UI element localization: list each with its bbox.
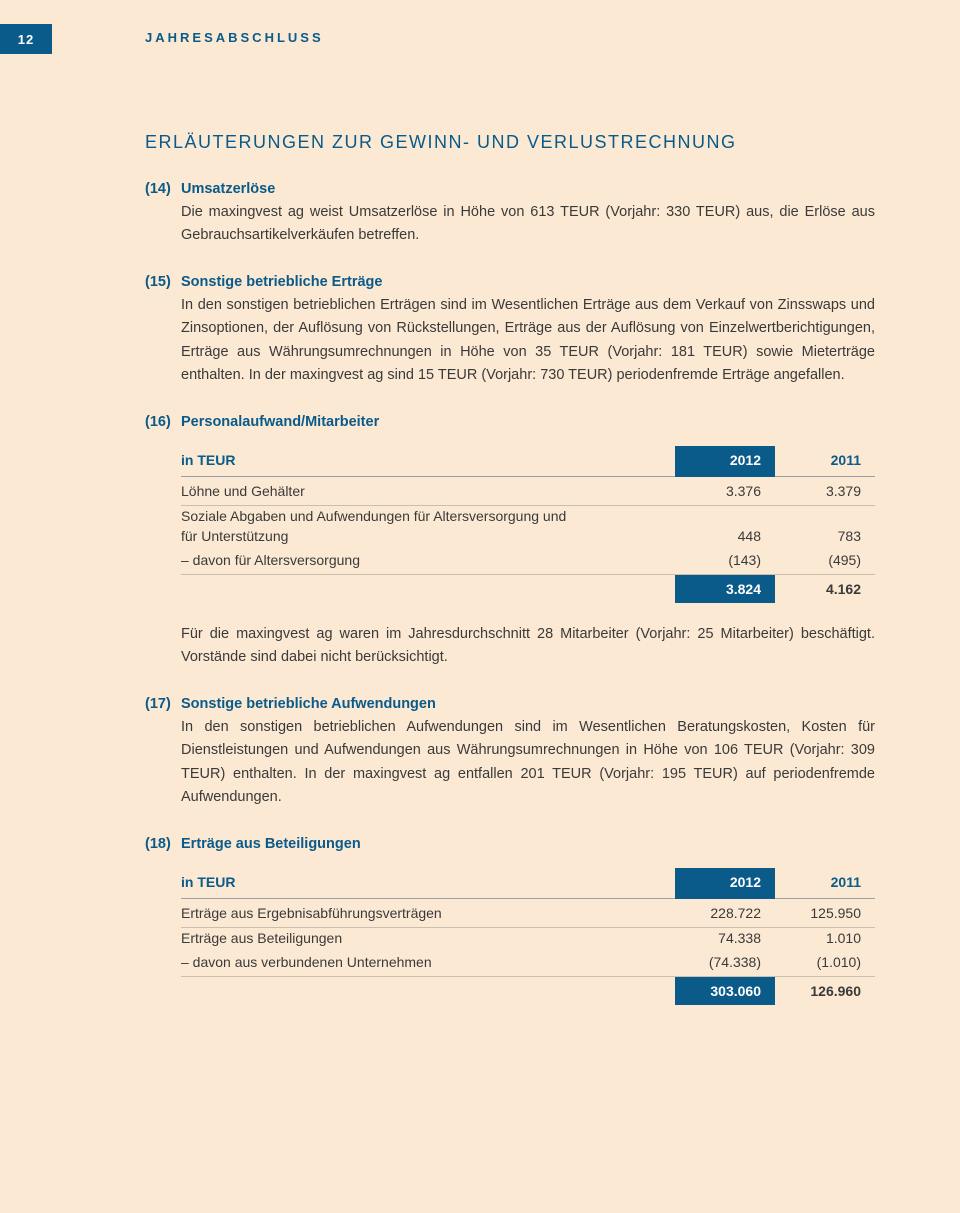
cell-label: Erträge aus Beteiligungen (181, 927, 675, 948)
page-content: ERLÄUTERUNGEN ZUR GEWINN- UND VERLUSTREC… (145, 132, 875, 1031)
table-row: – davon aus verbundenen Unternehmen (74.… (181, 948, 875, 977)
table-total-row: 303.060 126.960 (181, 976, 875, 1005)
cell-value: (143) (675, 546, 775, 575)
section-number: (16) (145, 414, 181, 434)
table-total-row: 3.824 4.162 (181, 574, 875, 603)
cell-label: – davon aus verbundenen Unternehmen (181, 948, 675, 977)
cell-label (181, 574, 675, 603)
table-row: – davon für Altersversorgung (143) (495) (181, 546, 875, 575)
section-title: Sonstige betriebliche Erträge (181, 274, 875, 290)
cell-value (775, 505, 875, 526)
cell-label: Löhne und Gehälter (181, 476, 675, 505)
cell-total: 3.824 (675, 574, 775, 603)
section-body: Die maxingvest ag weist Umsatzerlöse in … (181, 201, 875, 248)
cell-value (675, 505, 775, 526)
cell-value: 228.722 (675, 898, 775, 927)
investments-table: in TEUR 2012 2011 Erträge aus Ergebnisab… (181, 868, 875, 1005)
section-body: In den sonstigen betrieblichen Aufwendun… (181, 716, 875, 810)
main-heading: ERLÄUTERUNGEN ZUR GEWINN- UND VERLUSTREC… (145, 132, 875, 153)
cell-value: 1.010 (775, 927, 875, 948)
section-15: (15) Sonstige betriebliche Erträge In de… (145, 274, 875, 388)
section-title: Sonstige betriebliche Aufwendungen (181, 696, 875, 712)
cell-value: 3.379 (775, 476, 875, 505)
section-title: Personalaufwand/Mitarbeiter (181, 414, 875, 430)
cell-total: 126.960 (775, 976, 875, 1005)
table-header-year1: 2012 (675, 868, 775, 899)
cell-value: 448 (675, 526, 775, 546)
cell-value: (495) (775, 546, 875, 575)
cell-total: 303.060 (675, 976, 775, 1005)
cell-value: 783 (775, 526, 875, 546)
section-number: (14) (145, 181, 181, 248)
cell-label: Soziale Abgaben und Aufwendungen für Alt… (181, 505, 675, 526)
section-14: (14) Umsatzerlöse Die maxingvest ag weis… (145, 181, 875, 248)
table-header-label: in TEUR (181, 868, 675, 899)
cell-value: (74.338) (675, 948, 775, 977)
table-header-year2: 2011 (775, 446, 875, 477)
page-number-box: 12 (0, 24, 52, 54)
table-row: Löhne und Gehälter 3.376 3.379 (181, 476, 875, 505)
table-row: Soziale Abgaben und Aufwendungen für Alt… (181, 505, 875, 526)
section-17: (17) Sonstige betriebliche Aufwendungen … (145, 696, 875, 810)
table-row: für Unterstützung 448 783 (181, 526, 875, 546)
cell-label: für Unterstützung (181, 526, 675, 546)
table-row: Erträge aus Beteiligungen 74.338 1.010 (181, 927, 875, 948)
table-header-year1: 2012 (675, 446, 775, 477)
cell-value: 3.376 (675, 476, 775, 505)
header-section-label: JAHRESABSCHLUSS (145, 30, 324, 45)
table-header-label: in TEUR (181, 446, 675, 477)
section-18: (18) Erträge aus Beteiligungen in TEUR 2… (145, 836, 875, 1005)
section-number: (18) (145, 836, 181, 856)
cell-total: 4.162 (775, 574, 875, 603)
cell-label: – davon für Altersversorgung (181, 546, 675, 575)
cell-label (181, 976, 675, 1005)
section-number: (15) (145, 274, 181, 388)
section-title: Erträge aus Beteiligungen (181, 836, 875, 852)
cell-value: 74.338 (675, 927, 775, 948)
cell-value: 125.950 (775, 898, 875, 927)
section-number: (17) (145, 696, 181, 810)
section-16: (16) Personalaufwand/Mitarbeiter in TEUR… (145, 414, 875, 670)
section-title: Umsatzerlöse (181, 181, 875, 197)
table-row: Erträge aus Ergebnisabführungsverträgen … (181, 898, 875, 927)
section-body: Für die maxingvest ag waren im Jahresdur… (181, 623, 875, 670)
cell-label: Erträge aus Ergebnisabführungsverträgen (181, 898, 675, 927)
personnel-table: in TEUR 2012 2011 Löhne und Gehälter 3.3… (181, 446, 875, 603)
cell-value: (1.010) (775, 948, 875, 977)
page-number: 12 (18, 32, 34, 47)
table-header-year2: 2011 (775, 868, 875, 899)
section-body: In den sonstigen betrieblichen Erträgen … (181, 294, 875, 388)
